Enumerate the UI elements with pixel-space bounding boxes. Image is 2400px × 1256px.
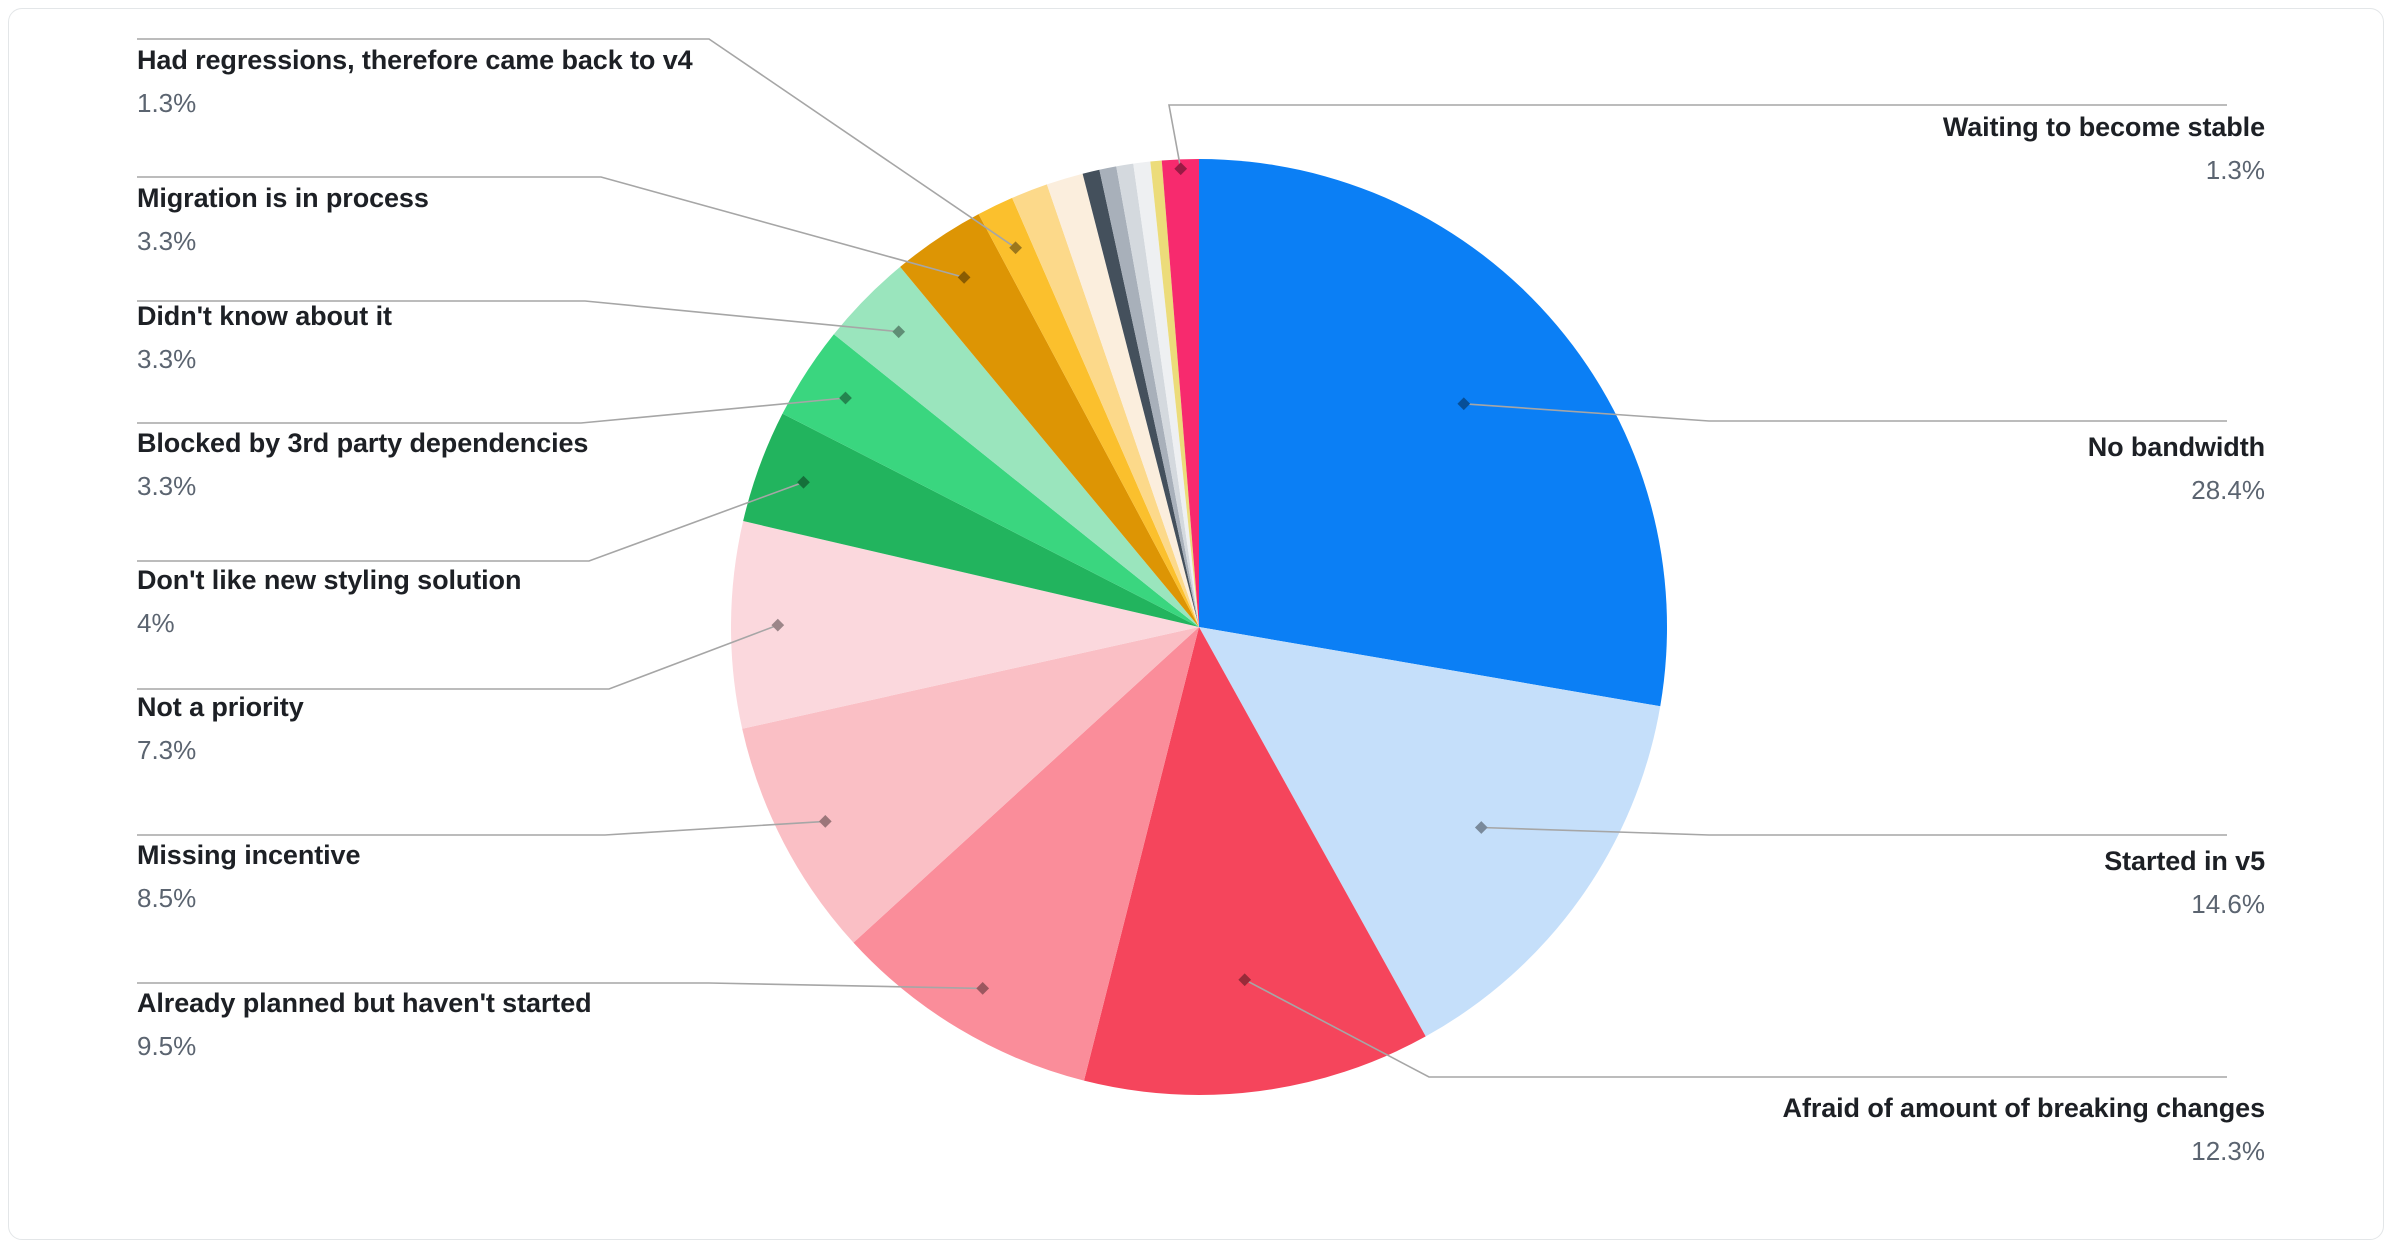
pie-slice[interactable]: [1199, 159, 1668, 707]
pie-chart-svg: [137, 38, 2227, 1096]
callout-title: No bandwidth: [2087, 432, 2265, 462]
callout-label-already-planned: Already planned but haven't started 9.5%: [137, 988, 592, 1061]
pie-slice[interactable]: [853, 627, 1199, 1081]
callout-label-missing-incentive: Missing incentive 8.5%: [137, 840, 361, 913]
pie-slice[interactable]: [1150, 160, 1199, 628]
pie-slice[interactable]: [1046, 173, 1199, 627]
pie-slice[interactable]: [782, 334, 1200, 627]
callout-percent: 28.4%: [2191, 474, 2265, 505]
pie-slice[interactable]: [743, 413, 1199, 627]
callout-title: Didn't know about it: [137, 301, 392, 331]
pie-slice[interactable]: [1161, 159, 1199, 627]
callout-percent: 1.3%: [2205, 154, 2265, 185]
leader-line: [137, 300, 899, 333]
callout-label-not-a-priority: Not a priority 7.3%: [137, 692, 304, 765]
callout-label-dont-like-styling: Don't like new styling solution 4%: [137, 565, 522, 638]
callout-label-waiting-to-become-stable: Waiting to become stable 1.3%: [1942, 112, 2265, 185]
chart-card: Had regressions, therefore came back to …: [8, 8, 2384, 1240]
pie-slice[interactable]: [1133, 161, 1199, 628]
pie-slice[interactable]: [1116, 163, 1199, 627]
callout-percent: 3.3%: [137, 225, 197, 256]
callout-percent: 12.3%: [2191, 1135, 2265, 1166]
leader-line: [137, 176, 965, 279]
leader-line: [137, 481, 804, 562]
callout-label-had-regressions: Had regressions, therefore came back to …: [137, 45, 693, 118]
pie-slice[interactable]: [833, 266, 1199, 627]
pie-slice[interactable]: [1084, 627, 1426, 1096]
callout-title: Don't like new styling solution: [137, 565, 522, 595]
callout-title: Migration is in process: [137, 183, 429, 213]
leader-line: [1244, 978, 2227, 1078]
leader-line: [137, 624, 779, 690]
pie-slice[interactable]: [730, 521, 1199, 729]
callout-title: Waiting to become stable: [1942, 112, 2265, 142]
callout-title: Already planned but haven't started: [137, 988, 592, 1018]
callout-label-started-in-v5: Started in v5 14.6%: [2104, 846, 2265, 919]
callout-percent: 4%: [137, 607, 175, 638]
callout-percent: 14.6%: [2191, 888, 2265, 919]
callout-percent: 9.5%: [137, 1030, 197, 1061]
callout-percent: 3.3%: [137, 343, 197, 374]
pie-slice[interactable]: [1082, 169, 1199, 628]
pie-slice[interactable]: [1199, 627, 1661, 1037]
pie-slice[interactable]: [1099, 166, 1199, 627]
callout-label-migration-in-process: Migration is in process 3.3%: [137, 183, 429, 256]
callout-percent: 3.3%: [137, 470, 197, 501]
pie-slice[interactable]: [742, 627, 1199, 943]
pie-slices-group: [730, 159, 1668, 1096]
callout-label-no-bandwidth: No bandwidth 28.4%: [2087, 432, 2265, 505]
leader-line: [1481, 826, 2227, 836]
callout-percent: 8.5%: [137, 882, 197, 913]
callout-percent: 7.3%: [137, 734, 197, 765]
leader-lines-group: [137, 38, 2227, 1078]
callout-label-afraid-breaking-changes: Afraid of amount of breaking changes 12.…: [1782, 1093, 2266, 1166]
pie-slice[interactable]: [978, 197, 1199, 628]
leader-line: [137, 38, 1017, 249]
callout-title: Not a priority: [137, 692, 304, 722]
leader-line: [1463, 403, 2227, 422]
callout-title: Afraid of amount of breaking changes: [1782, 1093, 2266, 1123]
leader-line: [137, 397, 846, 424]
callout-percent: 1.3%: [137, 87, 197, 118]
pie-chart-stage: Had regressions, therefore came back to …: [9, 9, 2383, 1239]
leader-line: [137, 820, 826, 836]
callout-title: Missing incentive: [137, 840, 361, 870]
leader-line: [1168, 104, 2227, 169]
callout-label-blocked-by-3rd-party: Blocked by 3rd party dependencies 3.3%: [137, 428, 589, 501]
pie-slice[interactable]: [900, 214, 1199, 627]
pie-slice[interactable]: [1012, 184, 1199, 627]
callout-label-didnt-know-about-it: Didn't know about it 3.3%: [137, 301, 392, 374]
leader-line: [137, 982, 983, 990]
callout-title: Started in v5: [2104, 846, 2265, 876]
callout-title: Blocked by 3rd party dependencies: [137, 428, 589, 458]
callout-title: Had regressions, therefore came back to …: [137, 45, 693, 75]
